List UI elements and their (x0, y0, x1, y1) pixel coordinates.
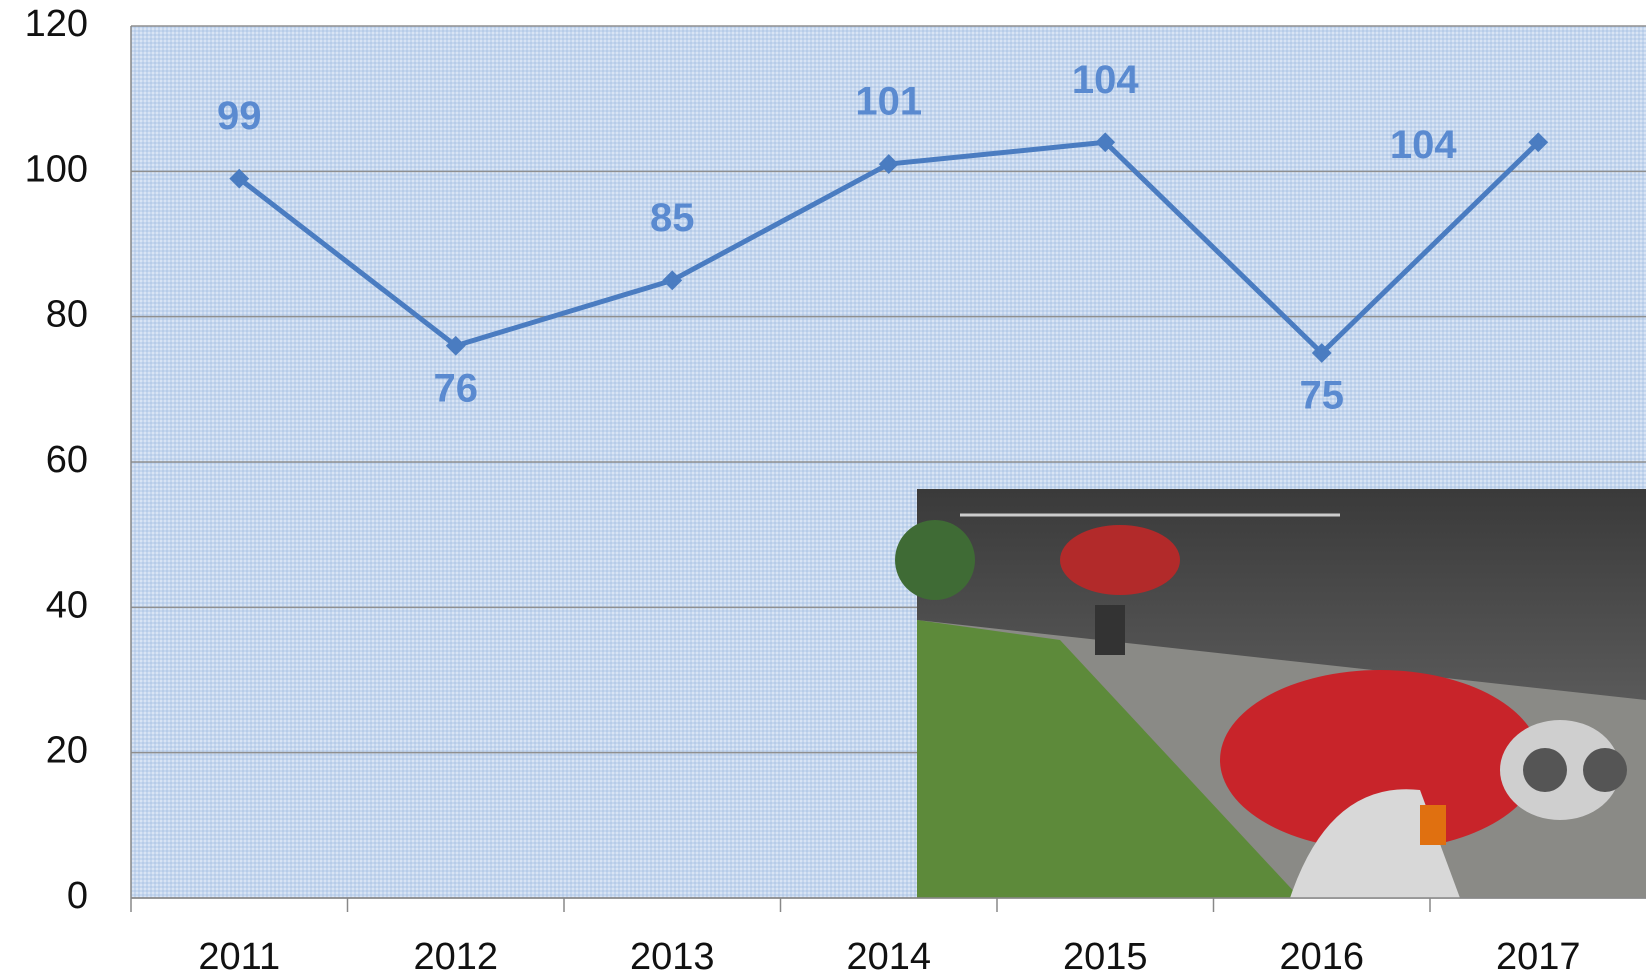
data-label: 99 (217, 94, 262, 138)
data-label: 76 (434, 366, 479, 410)
y-tick-label: 0 (67, 875, 88, 917)
data-label: 104 (1072, 58, 1139, 102)
data-label: 101 (855, 80, 922, 124)
y-tick-label: 80 (46, 294, 88, 336)
chart: 0 20 40 60 80 100 120 2011 2012 2013 2014 2015 2016 2… (0, 0, 1646, 977)
x-tick-label: 2017 (1496, 936, 1581, 977)
data-label: 104 (1390, 123, 1457, 167)
y-tick-label: 40 (46, 584, 88, 626)
x-tick-label: 2011 (198, 936, 280, 977)
x-tick-label: 2013 (630, 936, 715, 977)
x-tick-label: 2012 (413, 936, 498, 977)
y-tick-label: 20 (46, 730, 88, 772)
x-tick-label: 2015 (1063, 936, 1148, 977)
data-label: 85 (650, 196, 695, 240)
photo-inset (895, 489, 1646, 898)
x-tick-label: 2014 (846, 936, 931, 977)
x-tick-label: 2016 (1279, 936, 1364, 977)
y-tick-label: 60 (46, 439, 88, 481)
y-tick-label: 120 (25, 3, 88, 45)
data-label: 75 (1300, 374, 1345, 418)
y-tick-label: 100 (25, 148, 88, 190)
